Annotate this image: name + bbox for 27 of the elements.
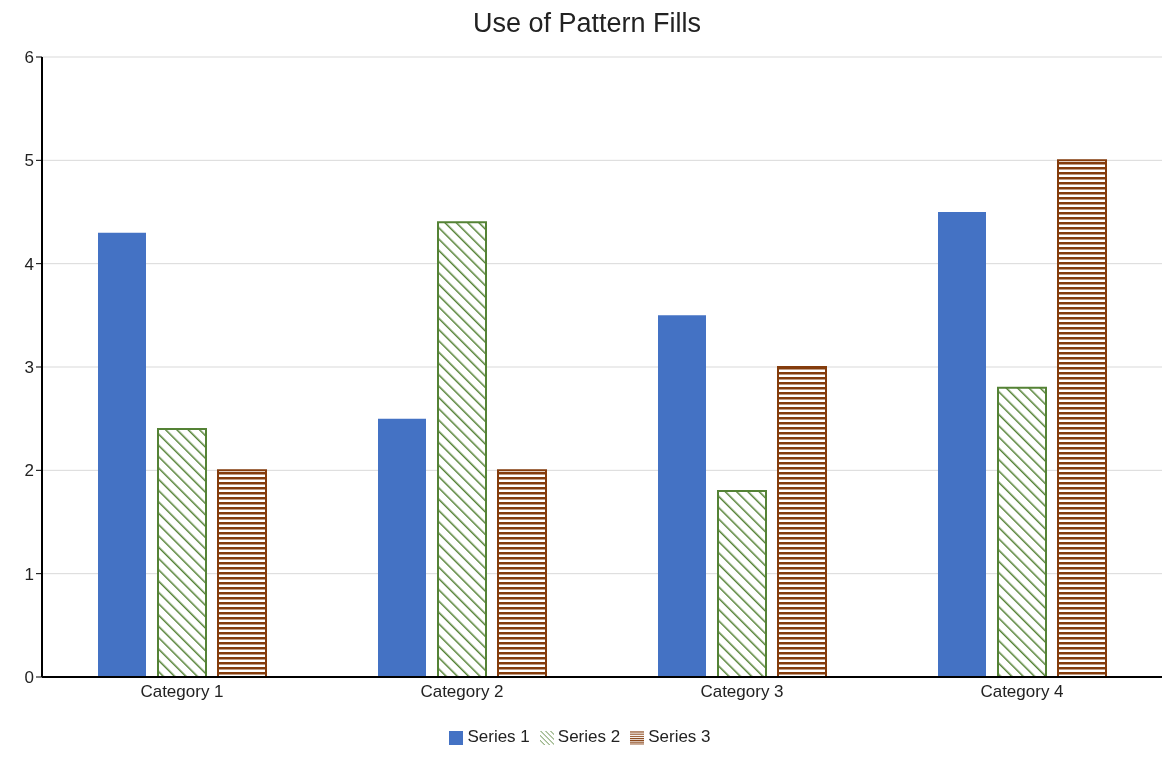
bar (378, 418, 426, 677)
x-tick-label: Category 4 (980, 682, 1064, 702)
legend-label: Series 1 (467, 727, 530, 746)
bar (938, 212, 986, 677)
y-tick-label: 6 (24, 48, 34, 68)
bar (98, 232, 146, 677)
chart-title: Use of Pattern Fills (471, 8, 703, 39)
bar (1057, 159, 1107, 677)
bar (658, 315, 706, 677)
y-tick-label: 2 (24, 461, 34, 481)
bar (497, 469, 547, 677)
bar (717, 490, 767, 677)
x-tick-label: Category 3 (700, 682, 784, 702)
y-tick-label: 3 (24, 358, 34, 378)
legend-label: Series 3 (648, 727, 711, 746)
y-tick-label: 1 (24, 564, 34, 584)
bar (997, 386, 1047, 677)
legend-label: Series 2 (557, 727, 621, 746)
y-tick-label: 4 (24, 254, 34, 274)
bar (217, 469, 267, 677)
x-tick-label: Category 2 (420, 682, 504, 702)
x-tick-label: Category 1 (140, 682, 224, 702)
bar (157, 428, 207, 677)
bar (777, 366, 827, 677)
y-tick-label: 0 (24, 668, 34, 688)
y-tick-label: 5 (24, 151, 34, 171)
bar (437, 221, 487, 677)
